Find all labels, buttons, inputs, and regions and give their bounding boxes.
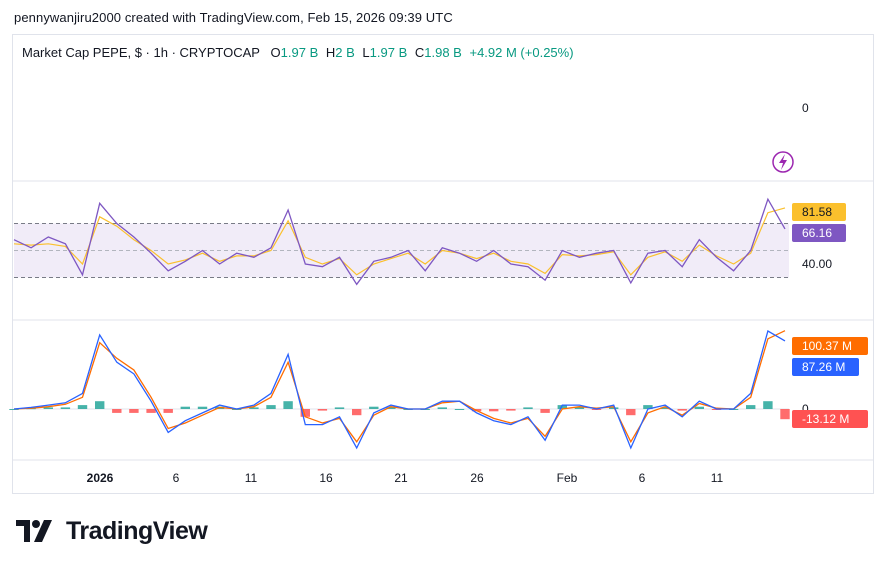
- histogram-bar: [763, 401, 773, 409]
- x-tick-label: 11: [245, 471, 258, 485]
- histogram-bar: [112, 409, 122, 413]
- histogram-bar: [163, 409, 173, 413]
- histogram-bar: [317, 409, 328, 411]
- histogram-bar: [694, 406, 704, 409]
- histogram-bar: [677, 409, 687, 411]
- rsi-badge-value: 66.16: [802, 226, 832, 240]
- histogram-bar: [454, 409, 465, 410]
- x-tick-label: 16: [319, 471, 333, 485]
- chart-frame: [12, 34, 874, 494]
- histogram-badge: -13.12 M: [792, 410, 868, 428]
- logo-wordmark: TradingView: [66, 517, 208, 545]
- macd-badge: 87.26 M: [792, 358, 859, 376]
- tradingview-logo-icon: [16, 519, 52, 542]
- rsi-badge: 66.16: [792, 224, 846, 242]
- high-value: 2 B: [335, 45, 355, 60]
- histogram-bar: [523, 407, 533, 409]
- histogram-bar: [660, 407, 670, 409]
- histogram-bar: [43, 407, 53, 409]
- histogram-bar: [780, 409, 790, 420]
- x-tick-label: 2026: [87, 471, 114, 485]
- histogram-bar: [557, 405, 567, 409]
- histogram-bar: [283, 401, 293, 409]
- signal-badge: 100.37 M: [792, 337, 868, 355]
- x-tick-label: 26: [470, 471, 484, 485]
- change-value: +4.92 M (+0.25%): [469, 45, 574, 60]
- close-value: 1.98 B: [424, 45, 462, 60]
- histogram-bar: [197, 406, 208, 409]
- rsi-axis-tick-40: 40.00: [802, 257, 832, 271]
- histogram-bar: [489, 409, 499, 412]
- x-tick-label: 6: [639, 471, 646, 485]
- x-tick-label: 6: [173, 471, 180, 485]
- x-axis-ticks: 2026 6 11 16 21 26 Feb 6 11: [87, 471, 724, 485]
- macd-series: [13, 330, 786, 450]
- x-tick-label: Feb: [557, 471, 578, 485]
- histogram-bar: [437, 407, 447, 409]
- open-label: O: [270, 45, 281, 60]
- high-label: H: [325, 45, 336, 60]
- price-axis-zero: 0: [802, 101, 809, 115]
- histogram-bar: [334, 407, 345, 409]
- open-value: 1.97 B: [280, 45, 319, 60]
- signal-badge-value: 100.37 M: [802, 339, 852, 353]
- histogram-bar: [129, 409, 139, 413]
- histogram-bar: [643, 405, 653, 409]
- signal-series: [13, 330, 786, 444]
- histogram-bar: [746, 405, 756, 409]
- histogram-bar: [540, 409, 550, 413]
- x-tick-label: 21: [394, 471, 408, 485]
- histogram-badge-value: -13.12 M: [802, 412, 849, 426]
- rsi-series: [13, 197, 786, 286]
- symbol-name: Market Cap PEPE, $ · 1h · CRYPTOCAP: [22, 45, 260, 60]
- macd-badge-value: 87.26 M: [802, 360, 845, 374]
- histogram-bar: [9, 409, 19, 410]
- symbol-legend: Market Cap PEPE, $ · 1h · CRYPTOCAP O1.9…: [22, 45, 578, 60]
- low-value: 1.97 B: [369, 45, 408, 60]
- histogram-bar: [386, 407, 396, 409]
- histogram-bar: [626, 409, 636, 416]
- histogram-bar: [77, 405, 88, 409]
- histogram-bar: [180, 406, 190, 409]
- histogram-bar: [249, 407, 259, 409]
- tradingview-logo: TradingView: [16, 517, 208, 546]
- macd-axis-zero: 0: [802, 402, 809, 416]
- histogram-bar: [609, 407, 619, 409]
- histogram-bar: [369, 406, 379, 409]
- rsi-ma-badge: 81.58: [792, 203, 846, 221]
- histogram-bar: [146, 409, 156, 413]
- macd-pane: 0 100.37 M 87.26 M -13.12 M: [9, 330, 868, 450]
- lightning-bolt-icon[interactable]: [772, 151, 794, 173]
- low-label: L: [362, 45, 370, 60]
- histogram-bar: [300, 409, 310, 417]
- histogram-bar: [352, 409, 362, 416]
- histogram-bar: [95, 401, 105, 409]
- attribution-header: pennywanjiru2000 created with TradingVie…: [14, 10, 453, 25]
- close-label: C: [414, 45, 425, 60]
- histogram-bar: [266, 405, 276, 409]
- rsi-ma-badge-value: 81.58: [802, 205, 832, 219]
- histogram-bar: [574, 407, 585, 409]
- x-tick-label: 11: [711, 471, 724, 485]
- rsi-pane: 40.00 81.58 66.16: [13, 197, 846, 286]
- histogram-bar: [506, 409, 516, 411]
- histogram-bar: [60, 407, 71, 409]
